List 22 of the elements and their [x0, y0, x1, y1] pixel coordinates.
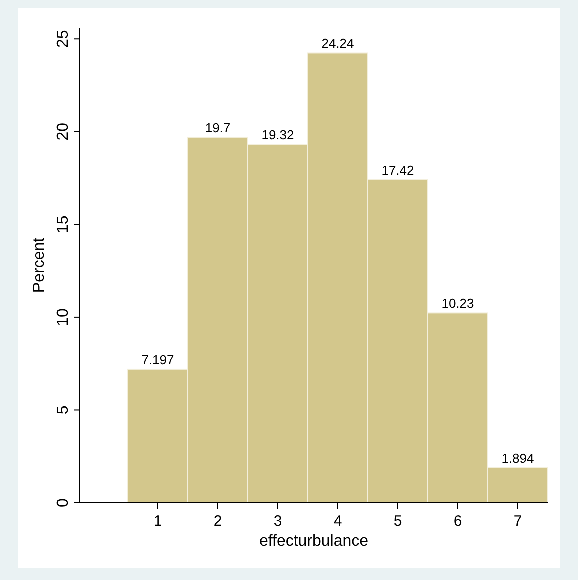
data-label: 19.32: [262, 128, 294, 143]
x-tick-label: 5: [394, 513, 402, 530]
x-tick-label: 4: [334, 513, 342, 530]
y-axis-title: Percent: [31, 237, 48, 294]
x-tick-label: 2: [214, 513, 222, 530]
y-tick-label: 10: [55, 308, 72, 326]
data-label: 17.42: [382, 162, 414, 178]
y-tick-label: 20: [55, 122, 72, 141]
data-label: 19.7: [205, 120, 231, 136]
y-tick-label: 0: [55, 498, 72, 508]
data-label: 1.894: [502, 450, 534, 466]
x-axis-title: effecturbulance: [259, 533, 369, 550]
y-tick-label: 15: [55, 216, 72, 234]
x-tick-label: 6: [454, 513, 462, 530]
x-tick-label: 3: [274, 513, 282, 530]
data-label: 10.23: [442, 296, 474, 312]
data-label: 24.24: [322, 36, 354, 52]
y-tick-label: 25: [55, 30, 72, 48]
data-label: 7.197: [142, 352, 174, 368]
x-tick-label: 7: [514, 513, 522, 530]
y-tick-label: 5: [55, 406, 72, 415]
x-tick-label: 1: [154, 513, 162, 530]
